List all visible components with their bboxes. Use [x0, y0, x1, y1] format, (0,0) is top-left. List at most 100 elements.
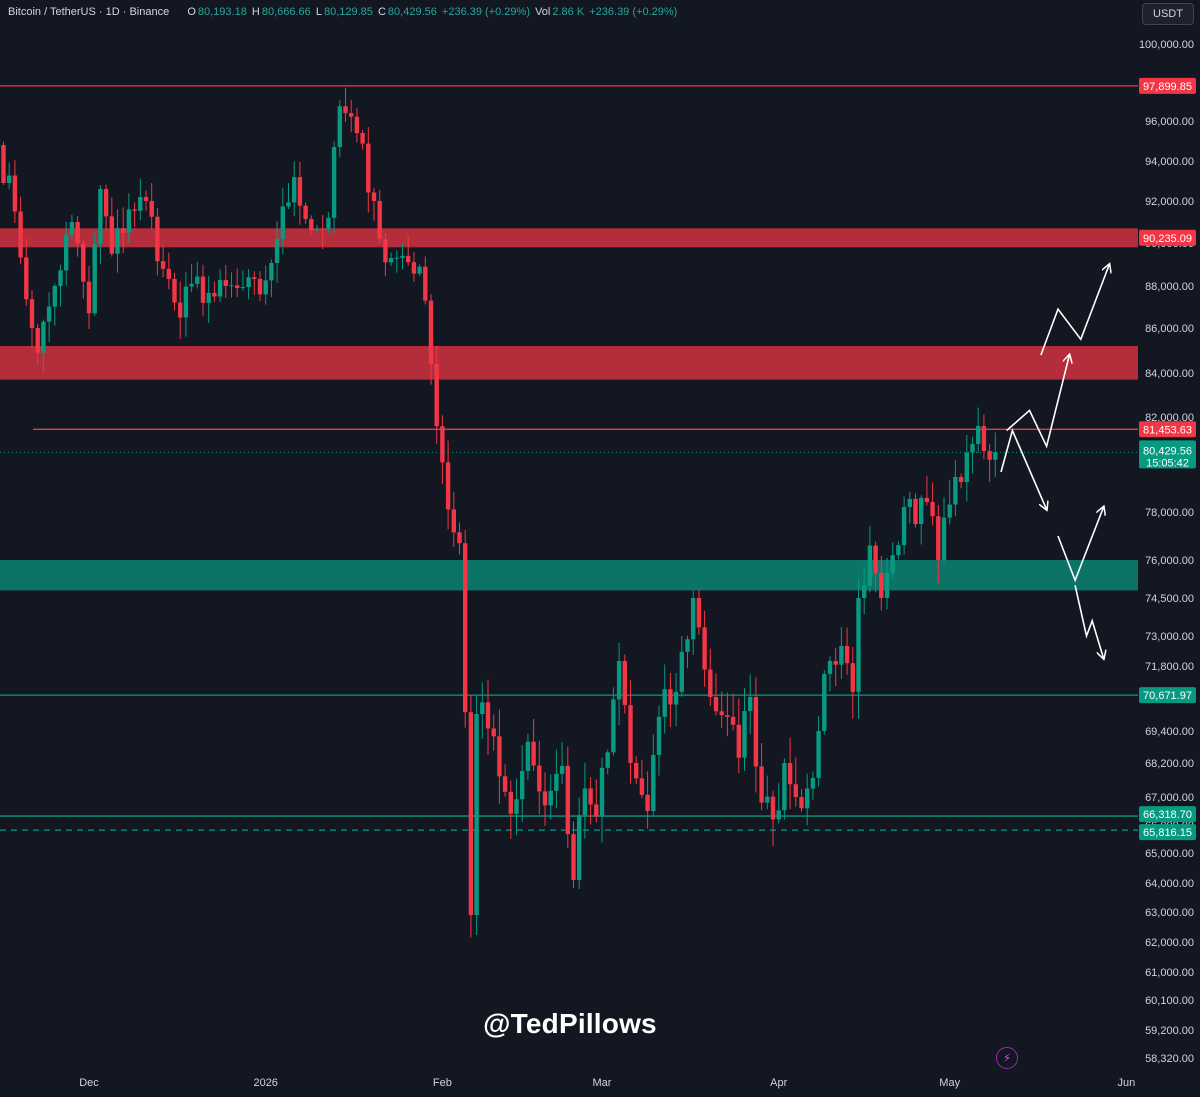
candle[interactable]	[217, 269, 223, 302]
candle[interactable]	[269, 259, 274, 298]
candle[interactable]	[679, 635, 684, 697]
candle[interactable]	[508, 780, 513, 839]
candle[interactable]	[29, 290, 35, 349]
candle[interactable]	[799, 789, 804, 812]
candle[interactable]	[919, 495, 924, 545]
candle[interactable]	[35, 323, 40, 365]
candle[interactable]	[166, 252, 171, 290]
candle[interactable]	[673, 672, 679, 727]
candle[interactable]	[474, 694, 479, 936]
candle[interactable]	[862, 567, 867, 615]
candle[interactable]	[884, 557, 890, 610]
candle[interactable]	[753, 677, 759, 793]
candle[interactable]	[64, 221, 69, 286]
candle[interactable]	[742, 688, 747, 772]
candle[interactable]	[930, 482, 935, 526]
candle[interactable]	[805, 773, 810, 826]
symbol-title[interactable]: Bitcoin / TetherUS · 1D · Binance	[8, 6, 170, 18]
candle[interactable]	[782, 758, 787, 820]
candle[interactable]	[411, 252, 417, 282]
price-axis[interactable]	[1138, 0, 1200, 1070]
candle[interactable]	[121, 207, 126, 254]
candle[interactable]	[901, 496, 907, 555]
candle[interactable]	[599, 757, 605, 843]
candle[interactable]	[628, 679, 633, 784]
candle[interactable]	[953, 460, 958, 517]
candle[interactable]	[451, 492, 456, 548]
candle[interactable]	[274, 221, 280, 283]
candle[interactable]	[725, 692, 730, 737]
candle[interactable]	[719, 691, 724, 729]
candle[interactable]	[879, 556, 884, 611]
candle[interactable]	[41, 319, 46, 374]
zone-2[interactable]	[0, 560, 1138, 591]
candle[interactable]	[24, 238, 29, 306]
projection-arrow-2[interactable]	[1000, 428, 1047, 510]
candle[interactable]	[320, 215, 325, 250]
candle[interactable]	[696, 589, 702, 636]
candle[interactable]	[691, 590, 696, 655]
candle[interactable]	[172, 272, 177, 311]
candle[interactable]	[155, 208, 160, 276]
candle[interactable]	[200, 264, 206, 316]
candle[interactable]	[240, 270, 246, 291]
candle[interactable]	[685, 635, 690, 669]
candle[interactable]	[787, 737, 793, 810]
candle[interactable]	[713, 673, 719, 716]
candle[interactable]	[394, 250, 399, 273]
candle[interactable]	[331, 141, 337, 233]
candle[interactable]	[468, 695, 474, 938]
candle[interactable]	[349, 100, 354, 133]
candle[interactable]	[981, 414, 987, 460]
candle[interactable]	[235, 268, 240, 298]
candle[interactable]	[138, 179, 143, 221]
candle[interactable]	[833, 647, 838, 687]
candle[interactable]	[548, 774, 553, 820]
candle[interactable]	[75, 215, 80, 257]
candle[interactable]	[759, 742, 764, 811]
candle[interactable]	[947, 479, 952, 525]
candle[interactable]	[770, 790, 776, 847]
candle[interactable]	[46, 292, 52, 343]
candle[interactable]	[445, 440, 451, 530]
candle[interactable]	[793, 757, 798, 807]
candle[interactable]	[58, 264, 63, 307]
candle[interactable]	[571, 821, 576, 888]
candle[interactable]	[976, 407, 981, 453]
candle[interactable]	[388, 252, 394, 267]
candle[interactable]	[776, 783, 781, 824]
candle[interactable]	[103, 184, 109, 232]
candle[interactable]	[537, 740, 542, 815]
candle[interactable]	[827, 656, 833, 692]
time-axis[interactable]	[0, 1070, 1200, 1092]
candle[interactable]	[366, 127, 371, 213]
candle[interactable]	[86, 265, 92, 329]
candle[interactable]	[588, 777, 593, 825]
candle[interactable]	[559, 742, 565, 784]
candle[interactable]	[286, 183, 291, 210]
lightning-icon[interactable]: ⚡	[996, 1047, 1018, 1069]
candle[interactable]	[343, 87, 348, 123]
candle[interactable]	[651, 734, 656, 818]
candle[interactable]	[594, 779, 599, 823]
candle[interactable]	[400, 242, 405, 270]
candle[interactable]	[440, 415, 445, 485]
candle[interactable]	[337, 100, 342, 158]
candle[interactable]	[7, 162, 12, 190]
candle[interactable]	[92, 232, 97, 317]
candle[interactable]	[616, 642, 622, 726]
candle[interactable]	[212, 281, 217, 303]
candle[interactable]	[873, 541, 878, 593]
candle[interactable]	[189, 263, 194, 293]
candle[interactable]	[987, 443, 992, 482]
candle[interactable]	[565, 746, 570, 848]
candle[interactable]	[434, 346, 439, 444]
candle[interactable]	[611, 687, 616, 756]
candle[interactable]	[730, 693, 736, 731]
candle[interactable]	[195, 261, 200, 289]
candle[interactable]	[383, 232, 388, 277]
candle[interactable]	[18, 196, 23, 265]
candle[interactable]	[924, 475, 930, 506]
candle[interactable]	[303, 202, 308, 224]
